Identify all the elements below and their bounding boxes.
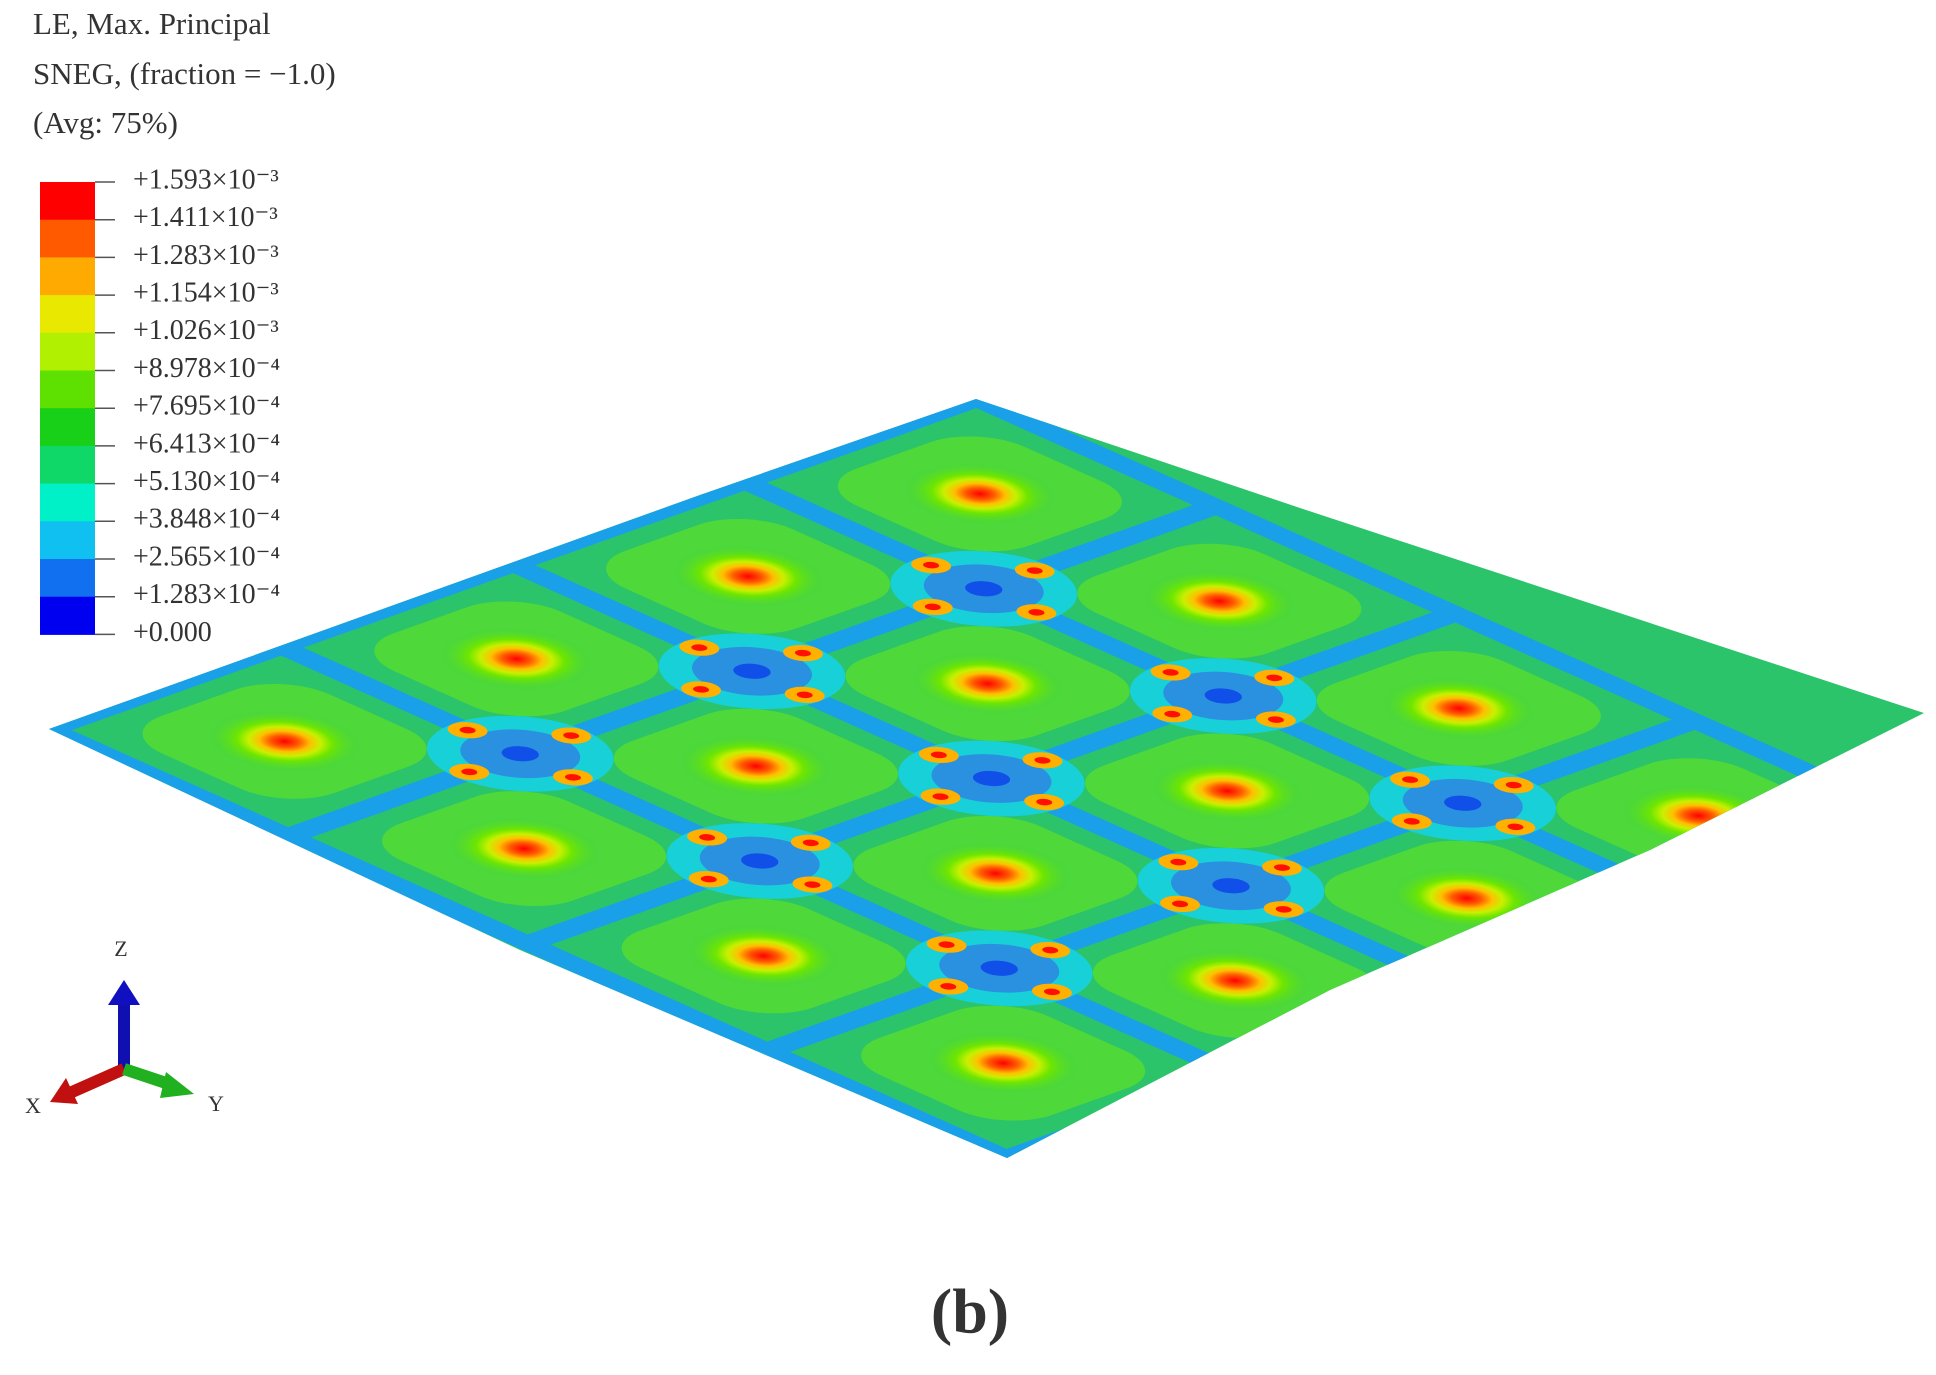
node-core	[972, 770, 1011, 787]
legend-swatch	[40, 521, 95, 560]
hotspot	[923, 1030, 1084, 1096]
triad-label: Y	[208, 1091, 224, 1116]
node-core	[1204, 688, 1242, 704]
node-lobe-core	[693, 686, 710, 693]
legend-swatch	[40, 332, 95, 371]
node-lobe-core	[1170, 858, 1187, 866]
node-lobe-core	[564, 774, 581, 781]
node-lobe-core	[1172, 900, 1189, 908]
legend-swatch	[40, 408, 95, 447]
triad-label: X	[25, 1093, 41, 1118]
node-lobe-core	[1043, 988, 1060, 996]
hotspot	[1154, 948, 1315, 1014]
node-core	[965, 581, 1003, 597]
legend-label: +1.283×10⁻³	[133, 240, 279, 271]
plate	[49, 399, 1924, 1158]
node-lobe-core	[794, 649, 811, 657]
node-lobe-core	[1026, 567, 1043, 574]
node-lobe-core	[1403, 818, 1420, 825]
legend-title: SNEG, (fraction = −1.0)	[33, 56, 336, 91]
node-lobe-core	[699, 834, 716, 841]
node-lobe-core	[1273, 864, 1290, 871]
legend-swatch	[40, 182, 95, 221]
legend-swatch	[40, 295, 95, 334]
legend-label: +1.154×10⁻³	[133, 278, 279, 309]
node-lobe-core	[1164, 710, 1181, 718]
node-lobe-core	[1162, 669, 1179, 676]
legend-label: +5.130×10⁻⁴	[133, 466, 280, 497]
node-core	[1212, 878, 1250, 894]
hotspot	[436, 626, 597, 692]
legend-label: +2.565×10⁻⁴	[133, 541, 280, 572]
node-lobe-core	[1507, 823, 1524, 831]
node-lobe-core	[938, 941, 955, 948]
legend-title: LE, Max. Principal	[33, 6, 271, 41]
node-lobe-core	[1267, 716, 1284, 723]
legend-label: +7.695×10⁻⁴	[133, 391, 280, 422]
legend-label: +1.283×10⁻⁴	[133, 579, 280, 610]
node-lobe-core	[1402, 776, 1419, 783]
node-lobe-core	[459, 726, 476, 734]
node-lobe-core	[1275, 906, 1292, 913]
node-lobe-core	[1036, 798, 1053, 806]
hotspot	[1147, 758, 1308, 824]
node-lobe-core	[930, 751, 947, 759]
hotspot	[907, 651, 1068, 717]
node-lobe-core	[923, 561, 940, 569]
node-core	[501, 746, 539, 762]
node-lobe-core	[461, 768, 478, 776]
legend-label: +3.848×10⁻⁴	[133, 504, 280, 535]
hotspot	[683, 923, 844, 989]
node-lobe-core	[691, 644, 708, 651]
node-core	[733, 663, 771, 679]
node-lobe-core	[1266, 674, 1283, 682]
legend-swatch	[40, 257, 95, 296]
triad-label: Z	[114, 936, 127, 961]
legend-label: +1.026×10⁻³	[133, 315, 279, 346]
hotspot	[915, 840, 1076, 906]
legend-label: +1.593×10⁻³	[133, 164, 279, 195]
node-lobe-core	[1505, 781, 1522, 789]
legend-label: +8.978×10⁻⁴	[133, 353, 280, 384]
node-lobe-core	[940, 983, 957, 990]
legend-label: +1.411×10⁻³	[133, 202, 278, 233]
axis-triad: Z X Y	[25, 936, 224, 1118]
band	[964, 399, 1924, 832]
node-lobe-core	[802, 839, 819, 847]
hotspot	[204, 708, 365, 774]
legend-swatch	[40, 445, 95, 485]
caption: (b)	[931, 1276, 1009, 1347]
hotspot	[1139, 568, 1300, 634]
node-lobe-core	[924, 603, 941, 611]
node-lobe-core	[563, 732, 580, 739]
legend-label: +0.000	[133, 617, 212, 648]
hotspot	[668, 543, 829, 609]
legend-swatch	[40, 370, 95, 409]
node-lobe-core	[700, 875, 717, 883]
hotspot	[444, 816, 605, 882]
node-lobe-core	[932, 793, 949, 800]
hotspot	[899, 461, 1060, 527]
node-core	[980, 960, 1018, 976]
node-lobe-core	[804, 881, 821, 888]
node-core	[1444, 795, 1482, 811]
hotspot	[675, 733, 836, 799]
node-lobe-core	[1042, 946, 1059, 954]
node-core	[741, 853, 779, 869]
legend-swatch	[40, 559, 95, 598]
node-lobe-core	[1034, 757, 1051, 764]
legend-title: (Avg: 75%)	[33, 105, 178, 140]
node-lobe-core	[796, 691, 813, 699]
legend-swatch	[40, 483, 95, 522]
legend-swatch	[40, 219, 95, 258]
node-lobe-core	[1028, 609, 1045, 616]
legend: +1.593×10⁻³ +1.411×10⁻³ +1.283×10⁻³ +1.154×…	[40, 164, 280, 648]
legend-label: +6.413×10⁻⁴	[133, 428, 280, 459]
hotspot	[1378, 675, 1539, 741]
legend-swatch	[40, 596, 95, 635]
